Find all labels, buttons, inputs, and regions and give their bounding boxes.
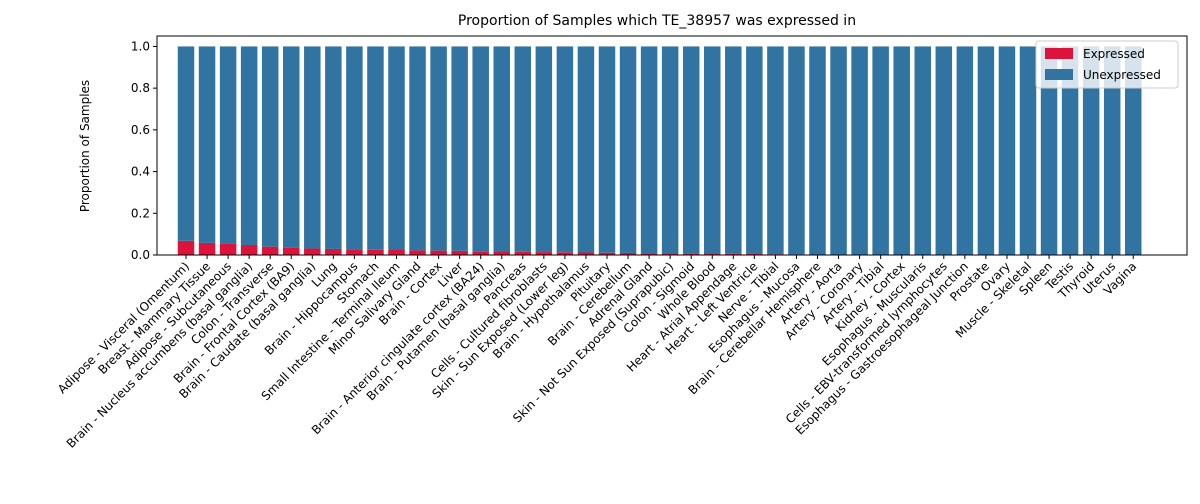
legend-swatch-expressed [1045,48,1073,59]
bar-unexpressed-heart-atrial-appendage [725,46,742,253]
bar-unexpressed-brain-hypothalamus [578,46,595,252]
bar-expressed-brain-nucleus-accumbens-basal-ganglia [241,245,258,255]
bar-expressed-breast-mammary-tissue [199,243,216,255]
y-tick-label: 0.2 [131,206,150,220]
bar-unexpressed-brain-caudate-basal-ganglia [304,46,321,248]
bar-unexpressed-nerve-tibial [767,46,784,254]
y-tick-label: 1.0 [131,39,150,53]
bar-unexpressed-cells-ebv-transformed-lymphocytes [936,46,953,255]
bar-unexpressed-colon-transverse [262,46,279,246]
bar-expressed-brain-caudate-basal-ganglia [304,249,321,255]
bar-unexpressed-adipose-visceral-omentum [178,46,195,240]
bar-unexpressed-minor-salivary-gland [409,46,426,250]
bar-unexpressed-small-intestine-terminal-ileum [388,46,405,250]
bar-unexpressed-esophagus-muscularis [915,46,932,255]
bar-unexpressed-brain-frontal-cortex-ba9 [283,46,300,247]
bar-expressed-brain-anterior-cingulate-cortex-ba24 [472,251,489,255]
bar-expressed-small-intestine-terminal-ileum [388,250,405,255]
bar-unexpressed-artery-coronary [851,46,868,255]
chart-title: Proportion of Samples which TE_38957 was… [458,13,856,29]
bar-unexpressed-esophagus-gastroesophageal-junction [957,46,974,255]
bar-unexpressed-artery-aorta [830,46,847,255]
y-tick-label: 0.8 [131,81,150,95]
bar-unexpressed-brain-nucleus-accumbens-basal-ganglia [241,46,258,245]
legend-label-unexpressed: Unexpressed [1083,68,1161,82]
bar-unexpressed-lung [325,46,342,249]
y-tick-label: 0.6 [131,123,150,137]
y-tick-label: 0.0 [131,248,150,262]
bar-unexpressed-breast-mammary-tissue [199,46,216,242]
bar-unexpressed-adrenal-gland [641,46,658,253]
bar-expressed-minor-salivary-gland [409,250,426,255]
bar-unexpressed-brain-cortex [430,46,447,250]
bar-unexpressed-heart-left-ventricle [746,46,763,254]
bar-unexpressed-liver [451,46,468,250]
y-axis: 0.0 0.2 0.4 0.6 0.8 1.0 [131,39,157,262]
bars-group [178,46,1142,255]
bar-expressed-lung [325,249,342,255]
y-axis-label: Proportion of Samples [78,80,92,212]
bar-unexpressed-pituitary [599,46,616,252]
bar-unexpressed-artery-tibial [872,46,889,255]
bar-expressed-stomach [367,250,384,255]
bar-expressed-brain-cortex [430,251,447,255]
bar-expressed-brain-hippocampus [346,249,363,255]
bar-unexpressed-brain-putamen-basal-ganglia [494,46,511,251]
bar-unexpressed-prostate [978,46,995,255]
legend: Expressed Unexpressed [1036,41,1178,88]
bar-expressed-liver [451,251,468,255]
y-tick-label: 0.4 [131,165,150,179]
bar-unexpressed-muscle-skeletal [1020,46,1037,255]
bar-expressed-brain-frontal-cortex-ba9 [283,248,300,255]
legend-swatch-unexpressed [1045,69,1073,80]
bar-unexpressed-kidney-cortex [893,46,910,255]
bar-unexpressed-brain-cerebellar-hemisphere [809,46,826,254]
bar-unexpressed-ovary [999,46,1016,255]
bar-unexpressed-brain-anterior-cingulate-cortex-ba24 [472,46,489,251]
bar-unexpressed-whole-blood [704,46,721,253]
bar-expressed-adipose-subcutaneous [220,244,237,255]
bar-unexpressed-stomach [367,46,384,249]
bar-unexpressed-cells-cultured-fibroblasts [536,46,553,252]
bar-unexpressed-colon-sigmoid [683,46,700,253]
bar-unexpressed-skin-sun-exposed-lower-leg [557,46,574,252]
bar-expressed-brain-putamen-basal-ganglia [494,251,511,255]
bar-unexpressed-brain-cerebellum [620,46,637,252]
bar-unexpressed-brain-hippocampus [346,46,363,249]
bar-unexpressed-pancreas [515,46,532,251]
x-axis: Adipose - Visceral (Omentum)Breast - Mam… [55,255,1139,451]
legend-label-expressed: Expressed [1083,47,1145,61]
bar-unexpressed-skin-not-sun-exposed-suprapubic [662,46,679,253]
bar-unexpressed-esophagus-mucosa [788,46,805,254]
bar-unexpressed-adipose-subcutaneous [220,46,237,244]
bar-expressed-colon-transverse [262,247,279,255]
bar-expressed-adipose-visceral-omentum [178,241,195,255]
